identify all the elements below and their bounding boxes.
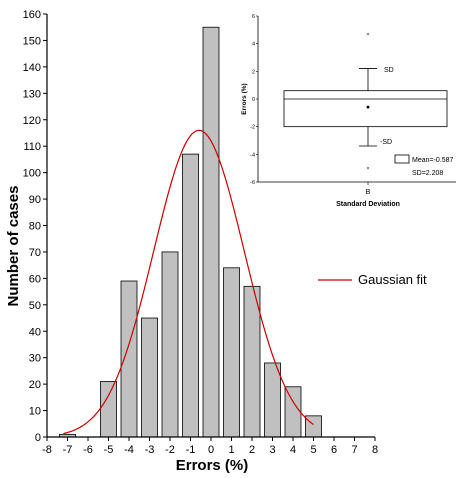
- y-tick-label: 60: [29, 273, 41, 285]
- inset-sd-annotation: SD: [384, 67, 394, 74]
- histogram-bar: [141, 317, 158, 438]
- inset-y-tick-label: 4: [252, 42, 255, 48]
- x-tick-label: 4: [290, 444, 296, 456]
- x-tick-label: 6: [331, 444, 337, 456]
- x-tick-label: -1: [186, 444, 196, 456]
- inset-legend-sd: SD=2.208: [412, 170, 443, 177]
- inset-y-tick-label: 6: [252, 14, 255, 20]
- x-tick-label: 7: [351, 444, 357, 456]
- histogram-bar: [243, 285, 261, 438]
- inset-legend-mean: Mean=-0.587: [412, 157, 454, 164]
- histogram-bar: [284, 386, 302, 438]
- inset-y-tick-label: 0: [252, 97, 255, 103]
- gaussian-fit-curve: [63, 129, 314, 435]
- inset-y-tick-label: 2: [252, 69, 255, 75]
- main-ticks: 0102030405060708090100110120130140150160…: [23, 9, 378, 456]
- histogram-bar: [161, 251, 179, 438]
- x-tick-label: 1: [228, 444, 234, 456]
- histogram-bar: [182, 153, 199, 438]
- x-tick-label: -8: [42, 444, 52, 456]
- legend-label-gaussian-fit: Gaussian fit: [358, 272, 427, 287]
- y-tick-label: 90: [29, 194, 41, 206]
- inset-legend-swatch: [394, 154, 410, 164]
- inset-y-tick-label: -4: [250, 152, 255, 158]
- histogram-bar: [120, 280, 138, 438]
- y-tick-label: 120: [23, 115, 41, 127]
- y-tick-label: 50: [29, 300, 41, 312]
- histogram-bar: [202, 26, 220, 438]
- histogram-bar: [305, 415, 322, 438]
- y-tick-label: 110: [23, 141, 41, 153]
- x-tick-label: -3: [145, 444, 155, 456]
- y-tick-label: 80: [29, 221, 41, 233]
- x-tick-label: 8: [372, 444, 378, 456]
- y-tick-label: 0: [35, 432, 41, 444]
- y-tick-label: 150: [23, 35, 41, 47]
- main-axes: [46, 14, 375, 438]
- inset-y-tick-label: -6: [250, 180, 255, 186]
- x-tick-label: -7: [63, 444, 73, 456]
- inset-mean-point: [366, 105, 370, 109]
- y-tick-label: 70: [29, 247, 41, 259]
- y-tick-label: 160: [23, 9, 41, 21]
- x-axis-title: Errors (%): [176, 457, 249, 474]
- x-tick-label: 2: [249, 444, 255, 456]
- inset-box-rect: [283, 90, 448, 128]
- x-tick-label: -6: [83, 444, 93, 456]
- y-tick-label: 40: [29, 326, 41, 338]
- inset-outlier: ×: [366, 166, 369, 172]
- histogram-bars: [59, 26, 322, 438]
- inset-y-tick-label: -2: [250, 125, 255, 131]
- histogram-bar: [100, 381, 117, 438]
- inset-minus-sd-annotation: -SD: [380, 139, 392, 146]
- x-tick-label: -5: [104, 444, 114, 456]
- y-tick-label: 30: [29, 353, 41, 365]
- inset-ticks: -6 -4 -2 0 2 4 6: [250, 14, 456, 186]
- y-tick-label: 130: [23, 88, 41, 100]
- y-tick-label: 100: [23, 168, 41, 180]
- x-tick-label: 5: [310, 444, 316, 456]
- inset-outlier: ×: [366, 32, 369, 38]
- inset-y-axis-title: Errors (%): [241, 83, 248, 114]
- y-axis-title: Number of cases: [5, 186, 22, 307]
- histogram-bar: [264, 362, 281, 438]
- inset-x-axis-title: Standard Deviation: [336, 201, 400, 208]
- inset-box: ××: [283, 32, 448, 172]
- x-tick-label: 3: [269, 444, 275, 456]
- inset-x-tick-label: B: [366, 189, 371, 196]
- y-tick-label: 10: [29, 406, 41, 418]
- x-tick-label: -2: [165, 444, 175, 456]
- y-tick-label: 20: [29, 379, 41, 391]
- x-tick-label: -4: [124, 444, 134, 456]
- histogram-bar: [223, 267, 240, 438]
- x-tick-label: 0: [208, 444, 214, 456]
- y-tick-label: 140: [23, 62, 41, 74]
